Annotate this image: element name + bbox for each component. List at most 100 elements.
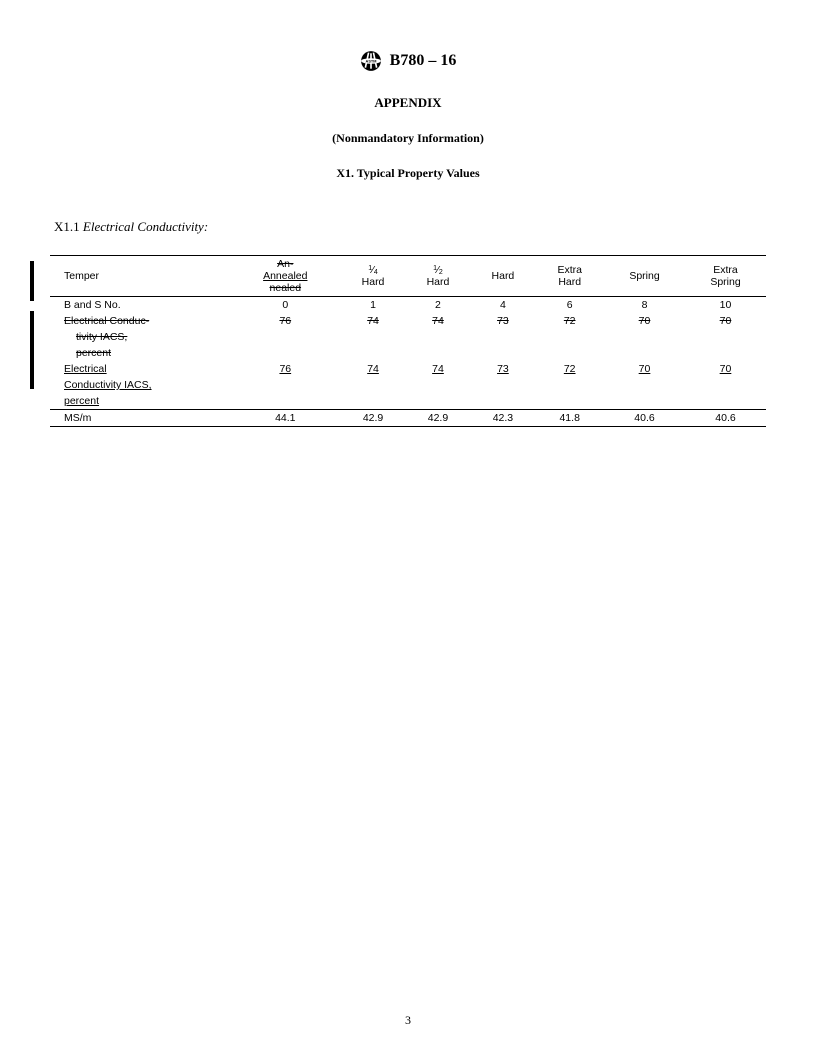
table-header-row: Temper An- Annealed nealed 1⁄4 Hard 1⁄2 … (50, 256, 766, 297)
table-cell: 10 (685, 297, 766, 314)
table-cell (470, 345, 535, 361)
table-cell: 40.6 (604, 410, 685, 427)
table-cell (535, 393, 604, 410)
row-label: percent (50, 345, 230, 361)
table-cell: 40.6 (685, 410, 766, 427)
table-cell: 76 (230, 313, 341, 329)
table-row: tivity IACS, (50, 329, 766, 345)
frac-den: 4 (374, 269, 378, 276)
col-half-hard: 1⁄2 Hard (406, 256, 471, 297)
frac-num: 1 (433, 265, 437, 272)
table-cell (470, 393, 535, 410)
col-bot: Hard (558, 276, 581, 288)
table-cell (470, 329, 535, 345)
table-cell: 74 (406, 313, 471, 329)
section-text: Electrical Conductivity: (83, 219, 208, 234)
col-annealed-struck-top: An- (277, 258, 293, 270)
col-annealed-struck-bot: nealed (270, 282, 302, 294)
table-cell: 0 (230, 297, 341, 314)
svg-text:ASTM: ASTM (365, 60, 376, 64)
table-cell (341, 377, 406, 393)
section-number: X1.1 (54, 219, 80, 234)
table-row: Electrical76747473727070 (50, 361, 766, 377)
table-cell (230, 345, 341, 361)
row-label: percent (50, 393, 230, 410)
table-cell: 74 (341, 361, 406, 377)
table-cell: 2 (406, 297, 471, 314)
table-cell: 1 (341, 297, 406, 314)
col-temper: Temper (50, 256, 230, 297)
table-cell: 74 (406, 361, 471, 377)
row-label: B and S No. (50, 297, 230, 314)
table-cell: 42.9 (406, 410, 471, 427)
table-cell (341, 329, 406, 345)
doc-id: B780 – 16 (390, 52, 457, 70)
table-cell (685, 393, 766, 410)
table-cell (406, 329, 471, 345)
table-row: percent (50, 345, 766, 361)
col-sub: Hard (427, 276, 450, 288)
header: ASTM B780 – 16 (50, 50, 766, 77)
change-bar-icon (30, 261, 34, 301)
table-cell: 73 (470, 361, 535, 377)
col-bot: Spring (710, 276, 740, 288)
section-heading: X1.1 Electrical Conductivity: (54, 219, 766, 235)
table-cell: 73 (470, 313, 535, 329)
table-cell: 70 (685, 361, 766, 377)
table-cell (470, 377, 535, 393)
col-extra-hard: Extra Hard (535, 256, 604, 297)
table-cell: 76 (230, 361, 341, 377)
table-row: MS/m44.142.942.942.341.840.640.6 (50, 410, 766, 427)
table-cell: 42.9 (341, 410, 406, 427)
x1-title: X1. Typical Property Values (50, 166, 766, 181)
logo-title-group: ASTM B780 – 16 (360, 50, 457, 72)
table-cell (685, 345, 766, 361)
table-cell (604, 377, 685, 393)
col-spring: Spring (604, 256, 685, 297)
page: ASTM B780 – 16 APPENDIX (Nonmandatory In… (0, 0, 816, 1056)
table-cell (685, 377, 766, 393)
col-hard: Hard (470, 256, 535, 297)
table-cell (604, 329, 685, 345)
table-cell: 74 (341, 313, 406, 329)
table-row: percent (50, 393, 766, 410)
table-wrap: Temper An- Annealed nealed 1⁄4 Hard 1⁄2 … (50, 255, 766, 427)
table-cell: 70 (685, 313, 766, 329)
nonmandatory-label: (Nonmandatory Information) (50, 131, 766, 146)
row-label: MS/m (50, 410, 230, 427)
astm-logo-icon: ASTM (360, 50, 382, 72)
row-label: tivity IACS, (50, 329, 230, 345)
table-cell (535, 329, 604, 345)
table-cell (604, 393, 685, 410)
col-quarter-hard: 1⁄4 Hard (341, 256, 406, 297)
col-annealed-under: Annealed (263, 270, 307, 282)
table-row: Electrical Conduc-76747473727070 (50, 313, 766, 329)
row-label: Electrical (50, 361, 230, 377)
row-label: Conductivity IACS, (50, 377, 230, 393)
table-cell (230, 393, 341, 410)
table-cell (341, 345, 406, 361)
table-cell: 72 (535, 313, 604, 329)
table-cell (406, 345, 471, 361)
row-label: Electrical Conduc- (50, 313, 230, 329)
table-cell (406, 393, 471, 410)
table-cell: 70 (604, 313, 685, 329)
table-cell (604, 345, 685, 361)
table-cell (535, 377, 604, 393)
table-cell: 6 (535, 297, 604, 314)
frac-num: 1 (368, 265, 372, 272)
table-cell: 8 (604, 297, 685, 314)
table-cell (230, 377, 341, 393)
change-bar-icon (30, 311, 34, 389)
table-row: B and S No.01246810 (50, 297, 766, 314)
table-row: Conductivity IACS, (50, 377, 766, 393)
col-top: Extra (713, 264, 738, 276)
table-cell: 41.8 (535, 410, 604, 427)
table-cell (685, 329, 766, 345)
page-number: 3 (0, 1013, 816, 1028)
table-cell: 4 (470, 297, 535, 314)
col-sub: Hard (362, 276, 385, 288)
col-annealed: An- Annealed nealed (230, 256, 341, 297)
col-top: Extra (557, 264, 582, 276)
table-cell: 42.3 (470, 410, 535, 427)
